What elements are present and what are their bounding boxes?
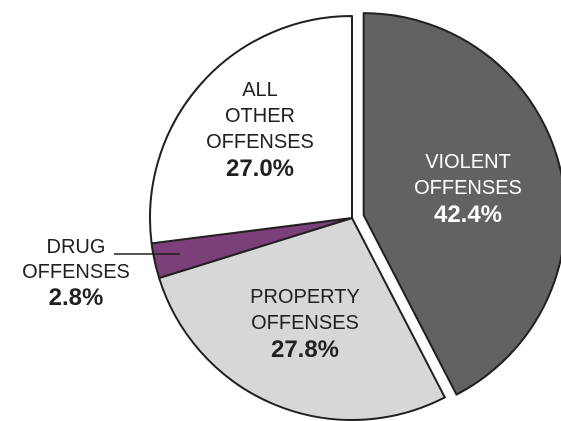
- slice-value-label: 42.4%: [434, 201, 502, 228]
- slice-value-label: 27.0%: [226, 155, 294, 182]
- slice-label-line: PROPERTY: [250, 286, 360, 308]
- slice-label-line: DRUG: [47, 236, 106, 258]
- slice-label-line: OFFENSES: [251, 312, 359, 334]
- pie-labels: VIOLENTOFFENSES42.4%PROPERTYOFFENSES27.8…: [22, 79, 522, 363]
- pie-slices: [149, 12, 561, 421]
- pie-slice-property-offenses: [158, 217, 446, 421]
- slice-value-label: 27.8%: [271, 336, 339, 363]
- slice-label-line: OFFENSES: [206, 131, 314, 153]
- slice-label-line: VIOLENT: [425, 151, 511, 173]
- slice-label-line: OFFENSES: [22, 261, 130, 283]
- pie-slice-all-other-offenses: [149, 15, 353, 245]
- slice-label-line: OFFENSES: [414, 177, 522, 199]
- slice-label-line: ALL: [242, 79, 278, 101]
- slice-label-line: OTHER: [225, 105, 295, 127]
- slice-value-label: 2.8%: [49, 284, 104, 311]
- pie-slice-violent-offenses: [362, 12, 561, 396]
